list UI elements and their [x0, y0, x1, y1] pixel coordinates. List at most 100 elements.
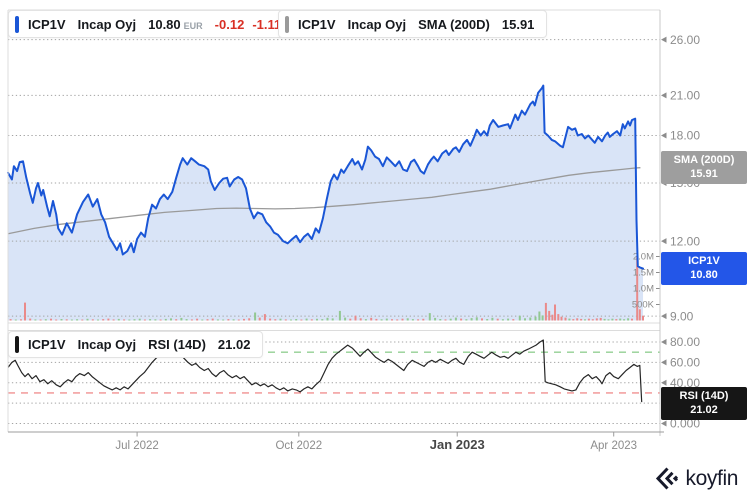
axis-tick-arrow — [661, 359, 667, 366]
volume-bar — [534, 316, 537, 321]
volume-bar — [206, 319, 209, 321]
axis-tick-arrow — [661, 92, 667, 99]
volume-bar — [338, 310, 341, 321]
price-badge-label: ICP1V — [688, 255, 720, 267]
koyfin-logo-text: koyfin — [685, 466, 739, 490]
volume-bar — [258, 317, 261, 321]
volume-bar — [584, 319, 586, 321]
volume-bar — [316, 318, 318, 321]
volume-bar — [370, 317, 373, 321]
volume-bar — [248, 318, 251, 321]
rsi-legend[interactable]: ICP1V Incap Oyj RSI (14D) 21.02 — [8, 331, 264, 358]
volume-bar — [196, 318, 199, 321]
volume-bar — [175, 319, 178, 321]
volume-bar — [190, 319, 193, 321]
volume-axis-tick-label: 1.5M — [633, 268, 654, 279]
volume-bar — [274, 319, 277, 321]
price-change: -0.12 — [214, 16, 245, 32]
volume-bar — [481, 318, 483, 321]
volume-bar — [232, 319, 235, 321]
x-axis-tick-label[interactable]: Apr 2023 — [590, 440, 637, 452]
volume-bar — [544, 302, 547, 321]
volume-bar — [295, 319, 298, 321]
volume-bar — [568, 318, 571, 321]
indicator-value: 21.02 — [217, 337, 251, 352]
company-name: Incap Oyj — [347, 16, 407, 32]
price-badge-value: 10.80 — [690, 268, 718, 281]
volume-bar — [154, 319, 157, 321]
volume-bar — [263, 314, 266, 321]
volume-bar — [331, 318, 334, 321]
volume-bar — [518, 315, 521, 321]
volume-bar — [222, 319, 225, 321]
volume-bar — [428, 313, 431, 321]
volume-bar — [642, 315, 644, 321]
volume-bar — [159, 319, 162, 321]
volume-bar — [24, 302, 26, 321]
rsi-axis-badge[interactable]: RSI (14D) 21.02 — [661, 387, 747, 420]
volume-bar — [97, 319, 99, 321]
volume-bar — [611, 318, 614, 321]
sma-axis-badge[interactable]: SMA (200D) 15.91 — [661, 151, 747, 184]
price-axis-tick-label: 12.00 — [670, 234, 700, 248]
volume-bar — [496, 318, 499, 321]
axis-tick-arrow — [661, 313, 667, 320]
volume-bar — [310, 319, 313, 321]
indicator-name: SMA (200D) — [418, 16, 490, 32]
price-change-pct: -1.11 — [252, 16, 282, 32]
volume-bar — [638, 309, 641, 321]
volume-bar — [599, 317, 602, 321]
indicator-name: RSI (14D) — [148, 337, 206, 352]
volume-bar — [170, 318, 172, 321]
volume-bar — [401, 318, 404, 321]
volume-bar — [112, 319, 115, 321]
volume-bar — [380, 319, 383, 321]
volume-bar — [65, 319, 68, 321]
volume-bar — [185, 319, 188, 321]
price-axis-tick-label: 9.00 — [670, 309, 694, 323]
axis-tick-arrow — [661, 420, 667, 427]
volume-bar — [359, 318, 362, 321]
x-axis-tick-label[interactable]: Oct 2022 — [275, 440, 322, 452]
volume-bar — [216, 319, 219, 321]
volume-bar — [284, 319, 287, 321]
rsi-axis-tick-label: 60.00 — [670, 356, 700, 370]
volume-bar — [619, 318, 622, 321]
volume-bar — [385, 318, 388, 321]
volume-bar — [470, 318, 473, 321]
volume-bar — [411, 319, 414, 321]
volume-bar — [305, 318, 308, 321]
volume-bar — [180, 317, 183, 321]
volume-bar — [269, 318, 272, 321]
rsi-badge-label: RSI (14D) — [679, 390, 729, 402]
price-legend[interactable]: ICP1V Incap Oyj 10.80 EUR -0.12 -1.11 % — [8, 10, 304, 38]
x-axis-tick-label[interactable]: Jul 2022 — [115, 440, 158, 452]
volume-bar — [460, 318, 463, 321]
volume-bar — [55, 319, 58, 321]
axis-tick-arrow — [661, 238, 667, 245]
volume-bar — [615, 319, 618, 321]
volume-bar — [14, 319, 17, 321]
volume-bar — [512, 319, 515, 321]
volume-bar — [507, 318, 510, 321]
volume-bar — [164, 318, 167, 321]
volume-bar — [607, 319, 610, 321]
price-axis-badge[interactable]: ICP1V 10.80 — [661, 252, 747, 285]
volume-bar — [422, 318, 425, 321]
volume-axis-tick-label: 500K — [632, 300, 655, 311]
volume-bar — [128, 319, 131, 321]
sma-legend[interactable]: ICP1V Incap Oyj SMA (200D) 15.91 — [278, 10, 548, 38]
volume-bar — [39, 319, 42, 321]
volume-bar — [554, 304, 556, 321]
volume-bar — [524, 318, 526, 321]
x-axis-tick-label[interactable]: Jan 2023 — [430, 437, 485, 452]
price-axis-tick-label: 21.00 — [670, 89, 700, 103]
volume-bar — [603, 318, 606, 321]
volume-bar — [364, 319, 367, 321]
volume-bar — [580, 318, 583, 321]
price-axis-tick-label: 18.00 — [670, 129, 700, 143]
volume-bar — [50, 318, 52, 321]
koyfin-logo-icon — [655, 467, 678, 490]
volume-bar — [627, 318, 630, 321]
